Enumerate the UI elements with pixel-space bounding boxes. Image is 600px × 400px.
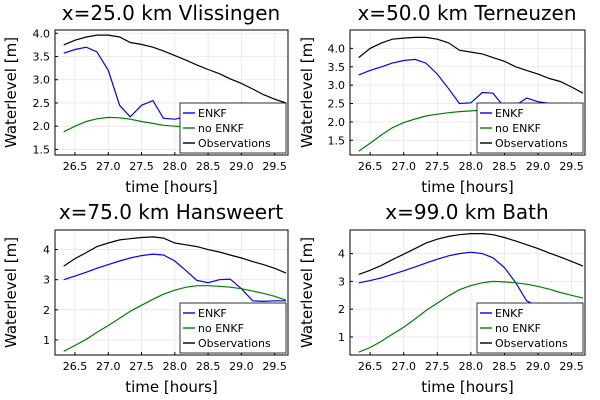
chart-3-legend-box bbox=[476, 302, 584, 354]
chart-3-xtick-label-3: 28.0 bbox=[459, 360, 484, 373]
chart-3-title: x=99.0 km Bath bbox=[385, 200, 548, 224]
chart-2-title: x=75.0 km Hansweert bbox=[59, 200, 283, 224]
chart-1-ytick-label-1: 2.0 bbox=[328, 116, 346, 129]
chart-1-plot-frame bbox=[349, 29, 586, 156]
chart-2-series-observations-line bbox=[63, 236, 287, 274]
chart-2-xtick-label-2: 27.5 bbox=[129, 360, 154, 373]
chart-2-legend: ENKF no ENKF Observations bbox=[179, 302, 287, 354]
chart-3-xtick-label-1: 27.0 bbox=[391, 360, 416, 373]
chart-1-legend: ENKF no ENKF Observations bbox=[476, 102, 584, 154]
chart-3-ytick-label-1: 2 bbox=[338, 303, 345, 316]
chart-1-ylabel: Waterlevel [m] bbox=[298, 37, 316, 148]
chart-3-plot-frame bbox=[349, 229, 586, 356]
chart-2-group: 26.5 27.0 27.5 28.0 28.5 29.0 29.5 1 2 3 4 x=75.0 k… bbox=[2, 200, 289, 396]
chart-1-xlabel: time [hours] bbox=[421, 178, 514, 196]
chart-2-xtick-label-5: 29.0 bbox=[229, 360, 254, 373]
chart-2-series-enkf-line bbox=[63, 253, 286, 303]
chart-0-ytick-label-3: 3.0 bbox=[33, 74, 51, 87]
chart-3-legend-label-enkf: ENKF bbox=[495, 307, 524, 320]
chart-1-xtick-label-5: 29.0 bbox=[526, 160, 551, 173]
chart-1-xtick-label-4: 28.5 bbox=[492, 160, 517, 173]
chart-3-xtick-label-6: 29.5 bbox=[559, 360, 584, 373]
chart-2-ylabel: Waterlevel [m] bbox=[2, 237, 20, 348]
chart-3-ytick-label-0: 1 bbox=[338, 331, 345, 344]
chart-2-legend-label-enkf: ENKF bbox=[198, 307, 227, 320]
chart-1-xtick-label-1: 27.0 bbox=[391, 160, 416, 173]
chart-1-legend-box bbox=[476, 102, 584, 154]
chart-2-legend-box bbox=[179, 302, 287, 354]
chart-2-xtick-label-4: 28.5 bbox=[196, 360, 221, 373]
chart-0-legend-label-observations: Observations bbox=[198, 137, 271, 150]
chart-1-series-observations-line bbox=[358, 36, 584, 94]
chart-1-xtick-label-2: 27.5 bbox=[425, 160, 450, 173]
chart-0-legend-label-enkf: ENKF bbox=[198, 107, 227, 120]
chart-2-xtick-label-6: 29.5 bbox=[262, 360, 287, 373]
chart-0-plot-frame bbox=[54, 29, 289, 156]
chart-1-xtick-label-6: 29.5 bbox=[559, 160, 584, 173]
chart-3-ytick-label-3: 4 bbox=[338, 248, 345, 261]
chart-2-xtick-label-1: 27.0 bbox=[96, 360, 121, 373]
chart-0-legend-box bbox=[179, 102, 287, 154]
chart-2-plot-frame bbox=[54, 229, 289, 356]
chart-1-title: x=50.0 km Terneuzen bbox=[357, 1, 576, 25]
chart-0-xtick-label-2: 27.5 bbox=[129, 160, 154, 173]
chart-1-ytick-label-4: 3.5 bbox=[328, 61, 346, 74]
chart-0-xtick-label-5: 29.0 bbox=[229, 160, 254, 173]
chart-0-xtick-label-6: 29.5 bbox=[262, 160, 287, 173]
chart-0-ylabel: Waterlevel [m] bbox=[2, 37, 20, 148]
chart-3-group: 26.5 27.0 27.5 28.0 28.5 29.0 29.5 1 2 3 4 x=99.0 k… bbox=[298, 200, 586, 396]
chart-0-ytick-label-2: 2.5 bbox=[33, 97, 51, 110]
chart-0-title: x=25.0 km Vlissingen bbox=[62, 1, 280, 25]
chart-3-xlabel: time [hours] bbox=[421, 378, 514, 396]
chart-2-ytick-label-3: 4 bbox=[43, 244, 50, 257]
chart-0-ytick-label-1: 2.0 bbox=[33, 120, 51, 133]
chart-2-legend-label-no-enkf: no ENKF bbox=[198, 322, 244, 335]
chart-1-ytick-label-2: 2.5 bbox=[328, 98, 346, 111]
chart-2-xlabel: time [hours] bbox=[125, 378, 218, 396]
chart-1-legend-label-no-enkf: no ENKF bbox=[495, 122, 541, 135]
chart-2-xtick-label-3: 28.0 bbox=[163, 360, 188, 373]
chart-0-xlabel: time [hours] bbox=[125, 178, 218, 196]
chart-2-ytick-label-1: 2 bbox=[43, 304, 50, 317]
chart-1-legend-label-enkf: ENKF bbox=[495, 107, 524, 120]
chart-0-xtick-label-3: 28.0 bbox=[163, 160, 188, 173]
chart-2-series-no-enkf-line bbox=[63, 285, 287, 352]
chart-0-xtick-label-1: 27.0 bbox=[96, 160, 121, 173]
chart-3-legend: ENKF no ENKF Observations bbox=[476, 302, 584, 354]
chart-0-legend-label-no-enkf: no ENKF bbox=[198, 122, 244, 135]
chart-2-legend-label-observations: Observations bbox=[198, 337, 271, 350]
chart-1-xtick-label-0: 26.5 bbox=[358, 160, 383, 173]
chart-0-xtick-label-0: 26.5 bbox=[63, 160, 88, 173]
chart-3-series-no-enkf-line bbox=[358, 280, 584, 353]
chart-0-legend: ENKF no ENKF Observations bbox=[179, 102, 287, 154]
chart-3-xtick-label-2: 27.5 bbox=[425, 360, 450, 373]
chart-2-xtick-label-0: 26.5 bbox=[63, 360, 88, 373]
chart-1-group: 26.5 27.0 27.5 28.0 28.5 29.0 29.5 1.5 2.0 2.5 3.0… bbox=[298, 1, 586, 196]
chart-1-xtick-label-3: 28.0 bbox=[459, 160, 484, 173]
chart-3-ylabel: Waterlevel [m] bbox=[298, 237, 316, 348]
chart-1-ytick-label-5: 4.0 bbox=[328, 42, 346, 55]
chart-2-ytick-label-2: 3 bbox=[43, 274, 50, 287]
chart-0-ytick-label-0: 1.5 bbox=[33, 143, 51, 156]
chart-0-ytick-label-5: 4.0 bbox=[33, 27, 51, 40]
chart-1-ytick-label-3: 3.0 bbox=[328, 79, 346, 92]
chart-1-ytick-label-0: 1.5 bbox=[328, 134, 346, 147]
chart-3-xtick-label-4: 28.5 bbox=[492, 360, 517, 373]
chart-2-ytick-label-0: 1 bbox=[43, 334, 50, 347]
chart-0-xtick-label-4: 28.5 bbox=[196, 160, 221, 173]
chart-3-xtick-label-0: 26.5 bbox=[358, 360, 383, 373]
chart-1-legend-label-observations: Observations bbox=[495, 137, 568, 150]
chart-3-xtick-label-5: 29.0 bbox=[526, 360, 551, 373]
chart-0-group: 26.5 27.0 27.5 28.0 28.5 29.0 29.5 1.5 2.0 2.5 3.0… bbox=[2, 1, 289, 196]
chart-3-legend-label-no-enkf: no ENKF bbox=[495, 322, 541, 335]
chart-3-ytick-label-2: 3 bbox=[338, 275, 345, 288]
chart-3-legend-label-observations: Observations bbox=[495, 337, 568, 350]
chart-0-series-observations-line bbox=[63, 34, 287, 104]
chart-3-series-observations-line bbox=[358, 233, 584, 275]
chart-0-ytick-label-4: 3.5 bbox=[33, 50, 51, 63]
